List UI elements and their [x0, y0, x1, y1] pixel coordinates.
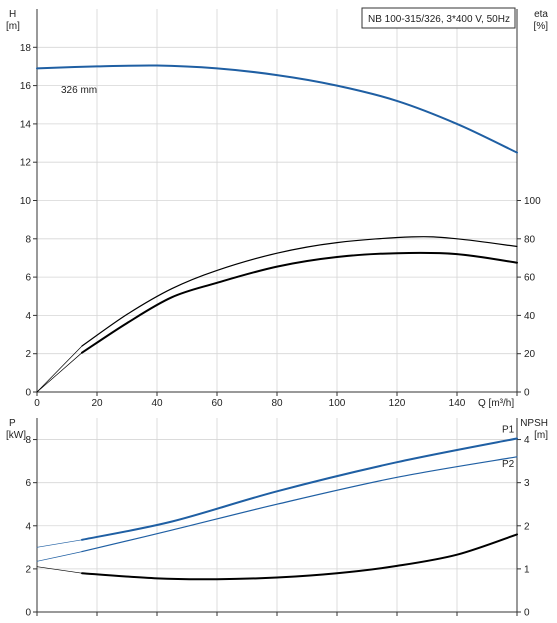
x-tick-label: 60: [211, 398, 223, 409]
y2-tick-label: 80: [524, 234, 536, 245]
x-tick-label: 120: [389, 398, 406, 409]
y-tick-label: 4: [25, 521, 31, 532]
y-tick-label: 0: [25, 608, 31, 619]
y-tick-label: 6: [25, 478, 31, 489]
x-tick-label: 20: [91, 398, 103, 409]
y2-tick-label: 100: [524, 196, 541, 207]
series-line: [81, 236, 518, 347]
y2-tick-label: 40: [524, 311, 536, 322]
y2-axis-label: eta: [534, 9, 548, 20]
series-line: [36, 352, 83, 393]
y-tick-label: 4: [25, 311, 31, 322]
series-line: [81, 533, 518, 581]
series-line: [36, 345, 83, 393]
y2-axis-unit: [m]: [534, 430, 548, 441]
y-axis-label: H: [9, 9, 16, 20]
y-tick-label: 14: [20, 119, 32, 130]
power-npsh-panel: 0 2 4 6 8 0 1 2 3 4 P[kW] NPSH[m] P1 P2: [6, 418, 548, 619]
series-p2: [81, 456, 518, 553]
y2-axis-unit: [%]: [534, 21, 549, 32]
y-axis-label: P: [9, 418, 16, 429]
chart-title: NB 100-315/326, 3*400 V, 50Hz: [368, 14, 510, 25]
y2-axis-label: NPSH: [520, 418, 548, 429]
curve-label: 326 mm: [61, 85, 97, 96]
x-tick-label: 80: [271, 398, 283, 409]
series-label-p2: P2: [502, 459, 515, 470]
series-label-p1: P1: [502, 424, 515, 435]
y-tick-label: 8: [25, 234, 31, 245]
series-326-mm: [36, 64, 518, 154]
series-line: [36, 539, 83, 548]
y-axis-unit: [kW]: [6, 430, 26, 441]
y-tick-label: 6: [25, 273, 31, 284]
x-tick-label: 0: [34, 398, 40, 409]
y2-tick-label: 1: [524, 564, 530, 575]
y-tick-label: 0: [25, 388, 31, 399]
x-tick-label: 40: [151, 398, 163, 409]
y-axis-unit: [m]: [6, 21, 20, 32]
y-tick-label: 10: [20, 196, 32, 207]
head-efficiency-panel: 0 2 4 6 8 10 12 14 16 18 0 20 40 60 80 100 0 20 40 60 80 100 1…: [6, 9, 548, 409]
y-tick-label: 2: [25, 349, 31, 360]
series-p1: [81, 437, 518, 541]
series-line: [36, 551, 83, 562]
y2-tick-label: 2: [524, 521, 530, 532]
y-tick-label: 8: [25, 435, 31, 446]
x-tick-label: 100: [329, 398, 346, 409]
title-box: [361, 7, 516, 29]
y2-tick-label: 4: [524, 435, 530, 446]
x-axis-label: Q [m³/h]: [478, 398, 514, 409]
y-tick-label: 12: [20, 158, 32, 169]
series-line: [36, 566, 83, 574]
y-tick-label: 16: [20, 81, 32, 92]
series-line: [81, 251, 518, 354]
y-tick-label: 18: [20, 43, 32, 54]
y2-tick-label: 3: [524, 478, 530, 489]
x-tick-label: 140: [449, 398, 466, 409]
y2-tick-label: 0: [524, 388, 530, 399]
y2-tick-label: 60: [524, 273, 536, 284]
y2-tick-label: 20: [524, 349, 536, 360]
y-tick-label: 2: [25, 564, 31, 575]
y2-tick-label: 0: [524, 608, 530, 619]
